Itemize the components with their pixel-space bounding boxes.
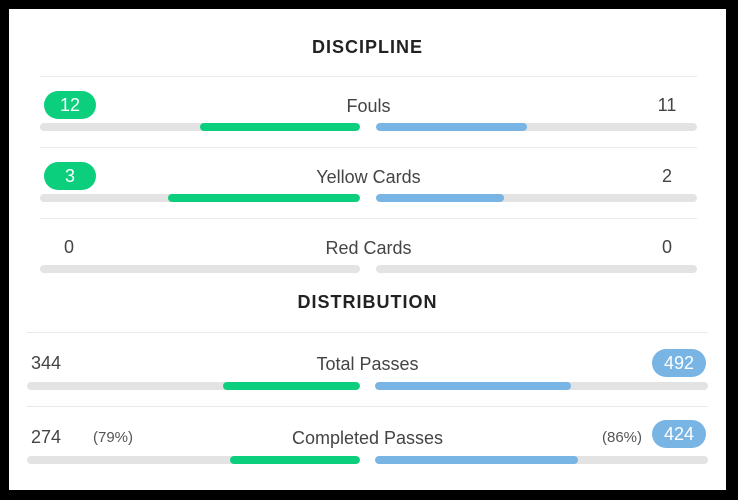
divider xyxy=(40,76,697,77)
away-bar-fill xyxy=(376,123,527,131)
home-bar xyxy=(27,456,360,464)
home-bar xyxy=(27,382,360,390)
away-bar-fill xyxy=(375,456,579,464)
away-bar xyxy=(376,123,697,131)
away-value: 11 xyxy=(657,95,677,115)
away-value-pill: 424 xyxy=(652,420,706,448)
home-bar xyxy=(40,265,360,273)
home-value: 0 xyxy=(63,237,74,257)
home-bar-fill xyxy=(223,382,360,390)
distribution-title: DISTRIBUTION xyxy=(297,292,438,312)
stat-row-yellow-cards: 3 Yellow Cards 2 xyxy=(40,147,697,218)
home-value: 274 xyxy=(31,427,62,447)
divider xyxy=(27,332,708,333)
divider xyxy=(40,218,697,219)
stat-row-red-cards: 0 Red Cards 0 xyxy=(40,218,697,278)
stat-row-completed-passes: 274 (79%) Completed Passes (86%) 424 xyxy=(27,406,708,480)
away-bar xyxy=(376,194,697,202)
away-bar xyxy=(375,456,708,464)
away-bar-fill xyxy=(375,382,572,390)
stat-label: Yellow Cards xyxy=(316,167,421,187)
home-bar-fill xyxy=(168,194,360,202)
away-value: 2 xyxy=(661,166,672,186)
away-percentage: (86%) xyxy=(601,429,642,446)
home-value-pill: 3 xyxy=(44,162,96,190)
home-bar-fill xyxy=(230,456,360,464)
away-bar xyxy=(376,265,697,273)
home-bar-fill xyxy=(200,123,360,131)
stat-row-total-passes: 344 Total Passes 492 xyxy=(27,332,708,406)
stat-label: Fouls xyxy=(346,96,391,116)
away-bar xyxy=(375,382,708,390)
home-bar xyxy=(40,123,360,131)
home-percentage: (79%) xyxy=(93,429,134,446)
away-bar-fill xyxy=(376,194,505,202)
discipline-title: DISCIPLINE xyxy=(311,37,423,57)
stat-label: Red Cards xyxy=(325,238,412,258)
divider xyxy=(27,406,708,407)
stat-label: Completed Passes xyxy=(291,428,444,448)
divider xyxy=(40,147,697,148)
stat-label: Total Passes xyxy=(316,354,419,374)
home-bar xyxy=(40,194,360,202)
stat-row-fouls: 12 Fouls 11 xyxy=(40,76,697,147)
home-value-pill: 12 xyxy=(44,91,96,119)
away-value: 0 xyxy=(661,237,672,257)
home-value: 344 xyxy=(31,353,62,373)
match-stats-card: DISCIPLINE 12 Fouls 11 3 Yellow Cards 2 … xyxy=(9,9,726,490)
away-value-pill: 492 xyxy=(652,349,706,377)
